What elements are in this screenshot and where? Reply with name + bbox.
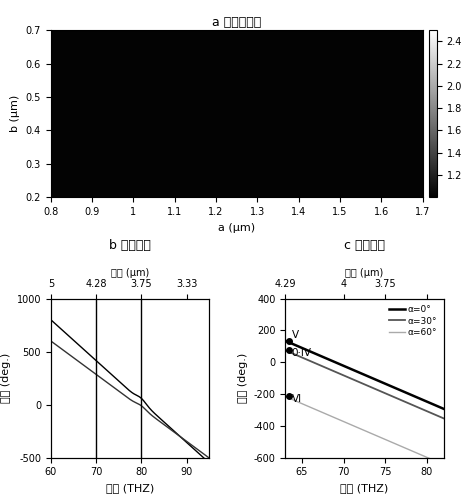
α=60°	[416, 451, 421, 457]
α=60°	[282, 393, 288, 399]
α=0°	[426, 399, 432, 405]
Y-axis label: b (μm): b (μm)	[10, 95, 20, 132]
X-axis label: 频率 (THZ): 频率 (THZ)	[340, 483, 389, 493]
Title: a 有效折射率: a 有效折射率	[212, 16, 261, 29]
α=0°	[416, 395, 421, 401]
α=60°	[379, 435, 385, 441]
α=60°	[283, 394, 288, 400]
X-axis label: 波长 (μm): 波长 (μm)	[111, 268, 149, 278]
α=30°	[282, 347, 288, 353]
Text: V: V	[292, 330, 299, 341]
Line: α=0°: α=0°	[285, 341, 444, 409]
α=30°	[379, 389, 385, 395]
α=60°	[441, 461, 446, 467]
α=30°	[416, 404, 421, 410]
Title: b 传播相位: b 传播相位	[109, 238, 151, 252]
α=0°	[376, 378, 382, 384]
α=0°	[441, 406, 446, 412]
α=60°	[377, 434, 382, 440]
Y-axis label: 相位 (deg.): 相位 (deg.)	[238, 353, 248, 403]
α=30°	[376, 387, 382, 393]
α=0°	[282, 338, 288, 344]
α=0°	[283, 338, 288, 344]
α=30°	[377, 388, 382, 394]
X-axis label: a (μm): a (μm)	[218, 223, 255, 232]
α=60°	[376, 434, 382, 440]
Title: c 几何相位: c 几何相位	[344, 238, 385, 252]
Text: 0·IV: 0·IV	[292, 348, 312, 358]
Line: α=30°: α=30°	[285, 350, 444, 418]
α=30°	[441, 415, 446, 422]
α=0°	[377, 378, 382, 384]
X-axis label: 波长 (μm): 波长 (μm)	[345, 268, 383, 278]
Line: α=60°: α=60°	[285, 396, 444, 464]
α=30°	[283, 348, 288, 354]
α=0°	[379, 379, 385, 385]
Legend: α=0°, α=30°, α=60°: α=0°, α=30°, α=60°	[387, 303, 439, 339]
Y-axis label: 相位 (deg.): 相位 (deg.)	[1, 353, 11, 403]
α=60°	[426, 455, 432, 461]
Text: VI: VI	[292, 394, 302, 404]
α=30°	[426, 409, 432, 415]
X-axis label: 频率 (THZ): 频率 (THZ)	[106, 483, 154, 493]
